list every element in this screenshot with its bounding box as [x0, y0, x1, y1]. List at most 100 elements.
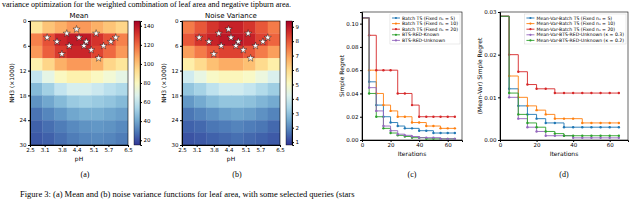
series-marker: [439, 132, 441, 134]
series-marker: [618, 92, 620, 94]
heatmap-cell: [42, 71, 55, 84]
tick: 3.1: [41, 145, 50, 153]
tick: 5.1: [242, 145, 251, 153]
heatmap-cell: [243, 120, 256, 133]
query-point: [80, 42, 87, 49]
heatmap-cell: [30, 133, 43, 145]
tick-label: 9: [296, 24, 300, 30]
plot-frame: [500, 12, 628, 140]
y-axis-title: NH3 (×1000): [160, 63, 167, 103]
series-marker: [535, 88, 537, 90]
tick: 6.5: [276, 145, 285, 153]
series-marker: [526, 105, 528, 107]
tick: 30: [172, 142, 183, 148]
series-marker: [609, 122, 611, 124]
heatmap-cell: [55, 95, 68, 108]
query-point: [73, 25, 80, 32]
tick-mark: [292, 70, 294, 71]
tick-label: 1: [296, 139, 300, 145]
y-axis: 0612182430: [172, 18, 183, 148]
tick-label: 24: [20, 117, 27, 123]
series-marker: [418, 116, 420, 118]
heatmap-cell: [194, 120, 207, 133]
tick: 3.8: [210, 145, 219, 153]
tick-mark: [360, 93, 362, 94]
tick-label: 6: [296, 67, 300, 73]
heatmap-cell: [182, 46, 195, 59]
series-marker: [590, 137, 592, 139]
tick: 5.7: [257, 145, 266, 153]
heatmap-cell: [42, 133, 55, 145]
heatmap-cell: [243, 108, 256, 121]
tick: 20: [388, 140, 395, 148]
legend-label: BTS-RED-Unknown: [402, 38, 445, 43]
tick-label: 0.00: [484, 137, 497, 143]
tick-label: 7: [296, 53, 300, 59]
heatmap-cell: [67, 95, 80, 108]
series-marker: [432, 136, 434, 138]
series-marker: [368, 86, 370, 88]
tick-label: 5.7: [105, 147, 114, 153]
tick-mark: [292, 56, 294, 57]
tick-mark: [180, 95, 182, 96]
heatmap-cell: [116, 133, 128, 145]
tick: 3.1: [193, 145, 202, 153]
heatmap-cell: [30, 95, 43, 108]
heatmap-cell: [256, 58, 269, 71]
query-point: [247, 54, 254, 61]
tick-label: 5.1: [242, 147, 251, 153]
series-marker: [526, 126, 528, 128]
legend-swatch: [526, 29, 534, 30]
tick-label: 0: [23, 18, 27, 24]
series-marker: [545, 130, 547, 132]
tick-label: 30: [20, 142, 27, 148]
tick: 1: [292, 139, 299, 145]
series-marker: [554, 135, 556, 137]
series-marker: [397, 125, 399, 127]
heatmap-cell: [55, 71, 68, 84]
plot-frame: [182, 21, 280, 145]
heatmap-cell: [55, 21, 68, 34]
panel-label: (d): [559, 170, 569, 179]
series-marker: [382, 127, 384, 129]
heatmap-cell: [30, 33, 43, 46]
tick-label: 40: [570, 142, 577, 148]
legend-swatch: [526, 34, 534, 35]
tick: 0: [361, 140, 365, 148]
heatmap-cell: [194, 133, 207, 145]
x-axis-title: pH: [227, 155, 235, 163]
series-marker: [563, 126, 565, 128]
tick: 0.04: [346, 91, 362, 97]
series-marker: [535, 109, 537, 111]
series-marker: [439, 138, 441, 140]
heatmap-cell: [207, 71, 220, 84]
series-marker: [609, 126, 611, 128]
tick: 40: [570, 140, 577, 148]
heatmap-cell: [194, 46, 207, 59]
series-marker: [618, 126, 620, 128]
tick: 0.00: [346, 137, 362, 143]
legend-swatch: [526, 23, 534, 24]
x-axis-title: Iterations: [550, 150, 579, 157]
series-marker: [563, 117, 565, 119]
heatmap-cell: [268, 46, 280, 59]
series-marker: [618, 135, 620, 137]
legend-marker: [529, 34, 531, 36]
colorbar: [286, 21, 292, 145]
heatmap-cell: [243, 133, 256, 145]
heatmap-cell: [79, 58, 92, 71]
tick-label: 0.03: [484, 9, 497, 15]
heatmap-cell: [30, 83, 43, 96]
series-marker: [590, 135, 592, 137]
query-point: [205, 38, 212, 45]
series-marker: [599, 92, 601, 94]
heatmap-cell: [79, 21, 92, 34]
tick: 0.02: [484, 52, 500, 58]
tick: 20: [140, 137, 151, 143]
tick: 100: [140, 61, 154, 67]
tick-label: 6: [23, 43, 27, 49]
heatmap-cell: [67, 83, 80, 96]
heatmap-cell: [30, 108, 43, 121]
tick-label: 80: [144, 80, 151, 86]
series-marker: [572, 117, 574, 119]
